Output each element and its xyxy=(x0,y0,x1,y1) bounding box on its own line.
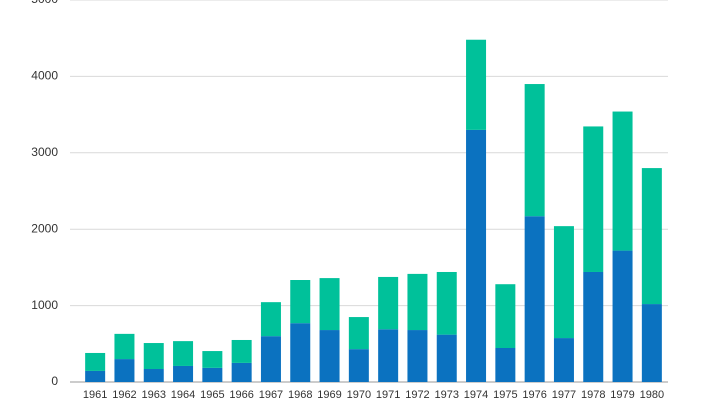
bar-segment xyxy=(407,330,428,382)
bar-segment xyxy=(231,362,252,382)
bar-segment xyxy=(524,216,545,382)
bar-segment xyxy=(466,39,487,130)
bar-segment xyxy=(260,336,281,382)
bar-segment xyxy=(612,111,633,251)
bar-segment xyxy=(85,370,106,382)
bar-segment xyxy=(173,341,194,366)
bar-segment xyxy=(348,349,369,382)
bar-segment xyxy=(466,129,487,382)
bar-segment xyxy=(231,339,252,363)
x-tick-label: 1966 xyxy=(229,389,253,400)
x-tick-label: 1973 xyxy=(435,389,459,400)
bar-segment xyxy=(202,351,223,368)
bar-segment xyxy=(436,271,457,335)
bar-segment xyxy=(290,323,311,382)
x-tick-label: 1970 xyxy=(347,389,371,400)
y-tick-label: 4000 xyxy=(31,69,58,83)
bar-segment xyxy=(524,84,545,217)
y-tick-label: 3000 xyxy=(31,145,58,159)
bar-segment xyxy=(378,276,399,330)
bar-segment xyxy=(260,302,281,337)
bar-segment xyxy=(553,338,574,382)
x-tick-label: 1979 xyxy=(610,389,634,400)
bar-segment xyxy=(143,343,164,370)
bar-segment xyxy=(407,273,428,331)
x-tick-label: 1965 xyxy=(200,389,224,400)
x-tick-label: 1968 xyxy=(288,389,312,400)
bar-segment xyxy=(641,304,662,382)
x-tick-label: 1974 xyxy=(464,389,488,400)
bar-segment xyxy=(583,271,604,382)
x-tick-label: 1975 xyxy=(493,389,517,400)
bar-segment xyxy=(173,365,194,382)
bar-segment xyxy=(495,348,516,382)
x-tick-label: 1964 xyxy=(171,389,195,400)
bar-segment xyxy=(436,334,457,382)
x-tick-label: 1969 xyxy=(317,389,341,400)
x-tick-label: 1977 xyxy=(552,389,576,400)
x-tick-label: 1971 xyxy=(376,389,400,400)
bar-segment xyxy=(612,250,633,382)
bar-segment xyxy=(583,126,604,272)
bar-segment xyxy=(641,168,662,305)
bar-segment xyxy=(85,352,106,371)
bar-segment xyxy=(143,369,164,382)
bar-segment xyxy=(202,367,223,382)
x-tick-label: 1978 xyxy=(581,389,605,400)
x-tick-label: 1976 xyxy=(522,389,546,400)
y-tick-label: 1000 xyxy=(31,298,58,312)
x-tick-label: 1972 xyxy=(405,389,429,400)
bar-segment xyxy=(290,280,311,324)
x-tick-label: 1963 xyxy=(142,389,166,400)
bar-segment xyxy=(114,359,135,382)
y-tick-label: 2000 xyxy=(31,221,58,235)
x-tick-label: 1980 xyxy=(640,389,664,400)
x-tick-label: 1961 xyxy=(83,389,107,400)
x-tick-label: 1962 xyxy=(112,389,136,400)
bar-segment xyxy=(319,330,340,382)
bar-segment xyxy=(495,284,516,349)
bar-segment xyxy=(378,329,399,382)
bar-segment xyxy=(553,226,574,339)
bar-segment xyxy=(319,278,340,331)
bar-segment xyxy=(348,317,369,350)
y-tick-label: 0 xyxy=(51,374,58,388)
x-tick-label: 1967 xyxy=(259,389,283,400)
y-tick-label: 5000 xyxy=(31,0,58,6)
bar-segment xyxy=(114,333,135,360)
